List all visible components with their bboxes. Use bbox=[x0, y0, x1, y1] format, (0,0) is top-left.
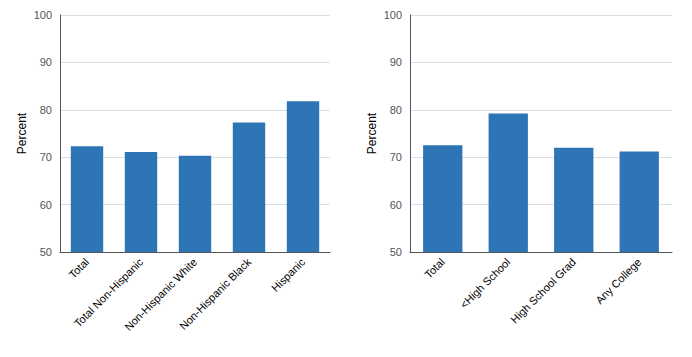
svg-text:60: 60 bbox=[390, 199, 402, 211]
svg-text:Percent: Percent bbox=[365, 112, 379, 154]
svg-text:Any College: Any College bbox=[593, 256, 643, 306]
svg-text:Percent: Percent bbox=[15, 112, 29, 154]
svg-text:50: 50 bbox=[390, 246, 402, 258]
svg-text:50: 50 bbox=[40, 246, 52, 258]
svg-text:Hispanic: Hispanic bbox=[269, 255, 308, 294]
svg-text:90: 90 bbox=[390, 56, 402, 68]
svg-text:Total Non-Hispanic: Total Non-Hispanic bbox=[71, 255, 146, 330]
svg-text:Total: Total bbox=[422, 256, 447, 281]
svg-text:70: 70 bbox=[40, 151, 52, 163]
svg-text:70: 70 bbox=[390, 151, 402, 163]
svg-text:100: 100 bbox=[384, 9, 402, 21]
svg-text:80: 80 bbox=[390, 104, 402, 116]
svg-text:High School Grad: High School Grad bbox=[508, 256, 578, 326]
svg-text:60: 60 bbox=[40, 199, 52, 211]
svg-text:100: 100 bbox=[34, 9, 52, 21]
svg-text:Total: Total bbox=[66, 256, 91, 281]
svg-text:<High School: <High School bbox=[458, 256, 513, 311]
svg-text:Non-Hispanic Black: Non-Hispanic Black bbox=[177, 255, 254, 332]
svg-text:Non-Hispanic White: Non-Hispanic White bbox=[122, 255, 200, 333]
svg-text:90: 90 bbox=[40, 56, 52, 68]
svg-text:80: 80 bbox=[40, 104, 52, 116]
